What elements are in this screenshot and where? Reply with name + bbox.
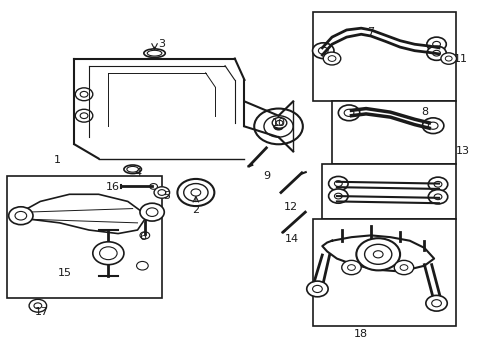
- Circle shape: [328, 189, 347, 203]
- Circle shape: [136, 261, 148, 270]
- Circle shape: [426, 46, 446, 60]
- Circle shape: [312, 285, 322, 293]
- Circle shape: [431, 300, 441, 307]
- Circle shape: [149, 184, 157, 189]
- Circle shape: [318, 47, 327, 54]
- Text: 7: 7: [366, 27, 374, 37]
- Text: 11: 11: [453, 54, 467, 64]
- Circle shape: [334, 181, 342, 186]
- Circle shape: [338, 105, 359, 121]
- Circle shape: [432, 50, 440, 56]
- Bar: [312, 12, 455, 102]
- Circle shape: [426, 37, 446, 51]
- Polygon shape: [21, 194, 147, 234]
- Circle shape: [276, 120, 283, 125]
- Ellipse shape: [147, 50, 162, 56]
- Ellipse shape: [123, 165, 141, 174]
- Text: 4: 4: [134, 168, 141, 178]
- Text: 12: 12: [283, 202, 297, 212]
- Circle shape: [191, 189, 201, 196]
- Circle shape: [306, 281, 327, 297]
- Text: 6: 6: [139, 232, 145, 242]
- Text: 1: 1: [54, 156, 61, 165]
- Circle shape: [323, 52, 340, 65]
- Circle shape: [334, 193, 342, 199]
- Circle shape: [254, 109, 302, 144]
- Text: 13: 13: [455, 147, 469, 157]
- Circle shape: [146, 208, 158, 216]
- Circle shape: [34, 303, 41, 309]
- Circle shape: [272, 117, 286, 128]
- Text: 15: 15: [58, 268, 71, 278]
- Circle shape: [364, 244, 391, 264]
- Circle shape: [432, 41, 440, 47]
- Bar: [331, 102, 455, 164]
- Circle shape: [427, 177, 447, 192]
- Circle shape: [427, 122, 437, 129]
- Text: 14: 14: [285, 234, 299, 244]
- Text: 16: 16: [106, 182, 120, 192]
- Circle shape: [347, 265, 355, 270]
- Circle shape: [140, 232, 149, 239]
- Circle shape: [100, 247, 117, 260]
- Circle shape: [356, 238, 399, 270]
- Circle shape: [427, 190, 447, 204]
- Circle shape: [425, 296, 447, 311]
- Text: 18: 18: [353, 329, 367, 339]
- Circle shape: [273, 123, 283, 130]
- Circle shape: [140, 203, 164, 221]
- Text: 17: 17: [35, 307, 49, 317]
- Bar: [322, 164, 455, 219]
- Text: 5: 5: [163, 191, 170, 201]
- Circle shape: [158, 190, 165, 195]
- Circle shape: [422, 118, 443, 134]
- Ellipse shape: [126, 166, 138, 172]
- Text: 3: 3: [158, 39, 165, 49]
- Circle shape: [440, 53, 456, 64]
- Circle shape: [328, 176, 347, 191]
- Circle shape: [80, 113, 88, 118]
- Circle shape: [372, 251, 382, 258]
- Text: 8: 8: [420, 107, 427, 117]
- Circle shape: [433, 194, 441, 200]
- Ellipse shape: [143, 49, 165, 58]
- Circle shape: [80, 91, 88, 97]
- Circle shape: [393, 260, 413, 275]
- Text: 9: 9: [262, 171, 269, 181]
- Bar: [7, 176, 162, 298]
- Circle shape: [341, 260, 361, 275]
- Polygon shape: [322, 235, 433, 271]
- Circle shape: [75, 109, 93, 122]
- Circle shape: [399, 265, 407, 270]
- Circle shape: [344, 109, 353, 116]
- Circle shape: [312, 43, 333, 59]
- Bar: [312, 219, 455, 327]
- Text: 2: 2: [192, 205, 199, 215]
- Circle shape: [183, 184, 207, 202]
- Circle shape: [154, 187, 169, 198]
- Circle shape: [75, 88, 93, 101]
- Circle shape: [29, 299, 46, 312]
- Circle shape: [327, 56, 335, 62]
- Text: 10: 10: [271, 118, 285, 128]
- Circle shape: [15, 211, 27, 220]
- Circle shape: [93, 242, 123, 265]
- Circle shape: [9, 207, 33, 225]
- Circle shape: [177, 179, 214, 206]
- Circle shape: [264, 116, 292, 137]
- Circle shape: [445, 56, 451, 61]
- Circle shape: [433, 181, 441, 187]
